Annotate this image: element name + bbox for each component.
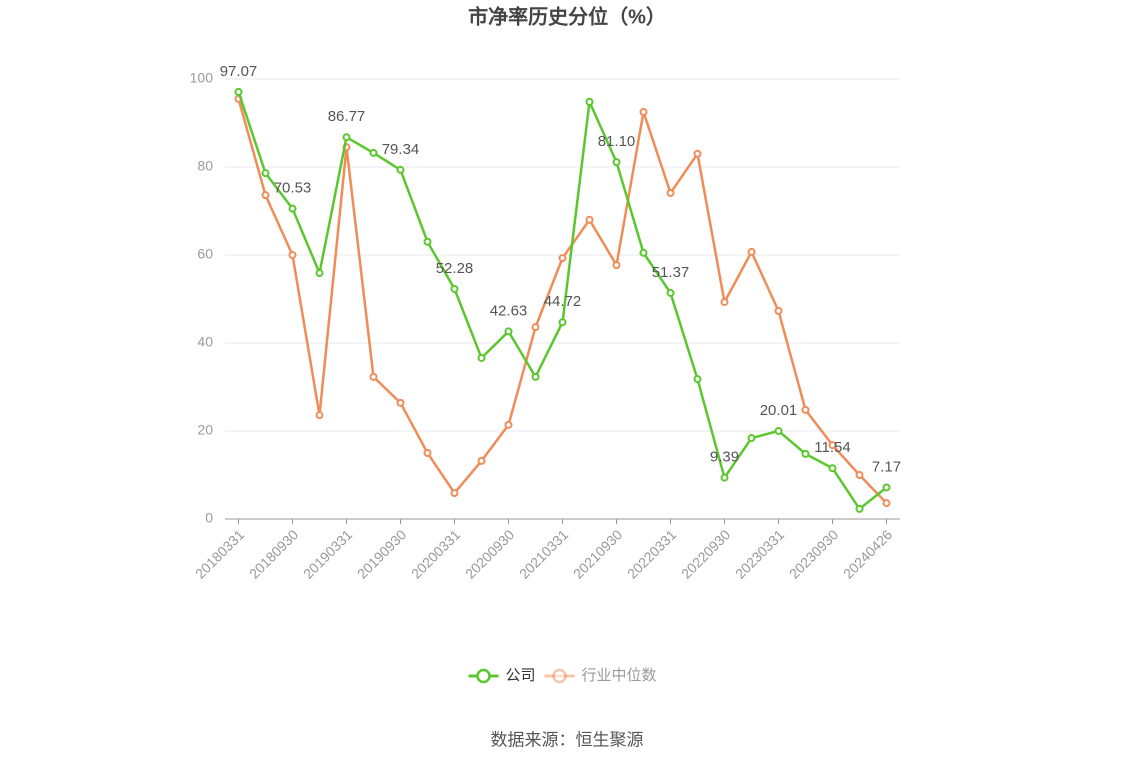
point <box>477 353 486 362</box>
data-label: 52.28 <box>436 260 474 277</box>
point <box>261 191 270 200</box>
point <box>342 133 351 142</box>
point <box>396 398 405 407</box>
point <box>882 499 891 508</box>
x-tick-label: 20230930 <box>786 526 842 582</box>
point <box>612 261 621 270</box>
x-tick-label: 20190930 <box>354 526 410 582</box>
y-tick-label: 20 <box>197 422 213 438</box>
data-label: 9.39 <box>710 449 739 466</box>
point <box>504 420 513 429</box>
point <box>747 247 756 256</box>
point <box>666 188 675 197</box>
point <box>855 471 864 479</box>
point <box>828 464 837 473</box>
y-tick-label: 40 <box>197 334 213 350</box>
point <box>828 441 837 450</box>
point <box>477 456 486 465</box>
legend-label: 公司 <box>506 667 536 684</box>
point <box>774 426 783 435</box>
data-label: 79.34 <box>382 141 420 158</box>
data-label: 20.01 <box>760 402 798 419</box>
point <box>882 483 891 492</box>
x-tick-label: 20180930 <box>246 526 302 582</box>
point <box>450 284 459 293</box>
data-label: 97.07 <box>220 63 258 80</box>
data-label: 51.37 <box>652 264 690 281</box>
data-label: 42.63 <box>490 302 528 319</box>
x-tick-label: 20220930 <box>678 526 734 582</box>
x-tick-label: 20230331 <box>732 526 788 582</box>
point <box>531 372 540 381</box>
point <box>396 165 405 174</box>
point <box>774 306 783 315</box>
point <box>585 97 594 106</box>
y-tick-label: 100 <box>190 70 214 86</box>
data-label: 70.53 <box>274 180 312 197</box>
point <box>801 405 810 414</box>
data-label: 7.17 <box>872 458 901 475</box>
point <box>720 473 729 482</box>
point <box>801 449 810 458</box>
point <box>261 169 270 178</box>
point <box>639 248 648 257</box>
point <box>315 411 324 420</box>
point <box>693 149 702 158</box>
point <box>666 288 675 297</box>
y-tick-label: 0 <box>205 510 213 526</box>
data-label: 86.77 <box>328 108 366 125</box>
point <box>369 148 378 157</box>
point <box>747 434 756 443</box>
point <box>450 489 459 498</box>
data-label: 11.54 <box>814 439 850 456</box>
x-tick-label: 20240426 <box>840 526 896 582</box>
point <box>234 87 243 96</box>
legend-marker <box>476 668 491 684</box>
point <box>423 237 432 246</box>
point <box>612 158 621 167</box>
point <box>369 372 378 381</box>
point <box>693 375 702 384</box>
x-tick-label: 20180331 <box>192 526 248 582</box>
point <box>315 269 324 278</box>
point <box>639 108 648 116</box>
x-tick-label: 20220331 <box>624 526 680 582</box>
legend-marker <box>552 668 567 684</box>
point <box>288 251 297 259</box>
x-tick-label: 20190331 <box>300 526 356 582</box>
x-tick-label: 20210331 <box>516 526 572 582</box>
point <box>423 449 432 457</box>
point <box>720 298 729 307</box>
y-tick-label: 60 <box>197 246 213 262</box>
chart-title: 市净率历史分位（%） <box>468 4 666 28</box>
point <box>558 254 567 263</box>
point <box>504 327 513 336</box>
legend-label: 行业中位数 <box>582 667 657 684</box>
point <box>585 215 594 224</box>
source: 数据来源：恒生聚源 <box>491 730 644 749</box>
x-tick-label: 20200930 <box>462 526 518 582</box>
point <box>855 504 864 513</box>
point <box>288 204 297 213</box>
x-tick-label: 20200331 <box>408 526 464 582</box>
y-tick-label: 80 <box>197 158 213 174</box>
data-label: 44.72 <box>544 293 582 310</box>
point <box>531 323 540 332</box>
data-label: 81.10 <box>598 133 636 150</box>
point <box>558 318 567 327</box>
x-tick-label: 20210930 <box>570 526 626 582</box>
